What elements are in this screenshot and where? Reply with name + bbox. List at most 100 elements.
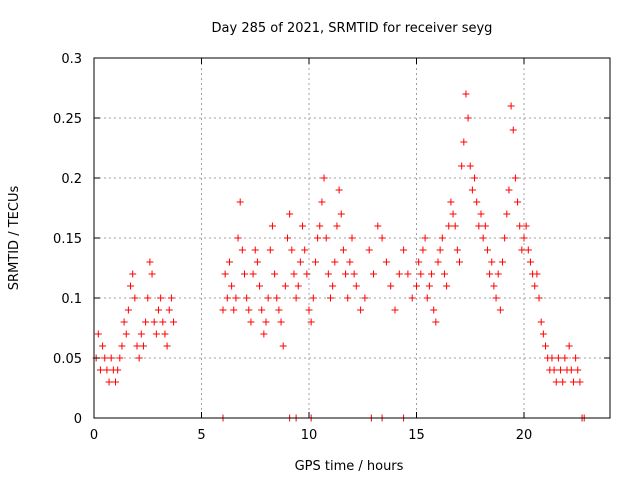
data-point [479,234,487,242]
data-point [309,294,317,302]
data-point [348,234,356,242]
data-point [378,234,386,242]
data-point [361,294,369,302]
data-point [253,258,261,266]
data-point [301,246,309,254]
data-point [163,342,171,350]
y-tick-label: 0 [74,412,82,427]
data-point [114,366,122,374]
data-point [318,198,326,206]
data-point [249,270,257,278]
data-point [518,246,526,254]
data-point [139,342,147,350]
data-point [483,246,491,254]
data-point [382,258,390,266]
data-point [148,270,156,278]
data-point [473,198,481,206]
data-point [522,222,530,230]
data-point [290,270,298,278]
data-points [93,91,588,422]
y-axis-ticks: 0 0.05 0.1 0.15 0.2 0.25 0.3 [53,52,610,427]
data-point [219,306,227,314]
data-point [395,270,403,278]
data-point [116,354,124,362]
data-point [335,186,343,194]
y-tick-label: 0.25 [53,112,82,127]
data-point [509,126,517,134]
data-point [258,306,266,314]
data-point [94,330,102,338]
data-point [165,306,173,314]
data-point [415,258,423,266]
data-point [460,138,468,146]
x-tick-label: 10 [301,428,318,443]
data-point [572,354,580,362]
data-point [554,354,562,362]
data-point [311,258,319,266]
data-point [284,234,291,242]
data-point [490,282,498,290]
data-point [339,246,347,254]
data-point [251,246,259,254]
data-point [526,258,534,266]
data-point [466,162,474,170]
data-point [408,294,416,302]
data-point [576,378,584,386]
data-point [296,258,304,266]
data-point [430,306,438,314]
data-point [243,294,251,302]
data-point [96,366,104,374]
data-point [464,114,472,122]
x-tick-label: 0 [90,428,98,443]
x-axis-ticks: 0 5 10 15 20 [90,58,532,443]
data-point [569,378,577,386]
data-point [101,354,109,362]
y-tick-label: 0.15 [53,232,82,247]
data-point [531,282,539,290]
data-point [238,246,246,254]
data-point [481,222,489,230]
y-axis-label: SRMTID / TECUs [7,186,22,291]
data-point [477,210,485,218]
data-point [161,330,169,338]
data-point [234,234,242,242]
data-point [228,282,236,290]
data-point [225,258,233,266]
data-point [357,306,365,314]
data-point [561,354,569,362]
data-point [294,282,302,290]
data-point [105,378,113,386]
data-point [352,282,360,290]
data-point [445,222,453,230]
data-point [548,354,556,362]
data-point [370,270,377,278]
data-point [223,294,231,302]
data-point [264,294,272,302]
data-point [262,318,270,326]
data-point [494,270,502,278]
data-point [230,306,238,314]
data-point [488,258,496,266]
data-point [423,294,431,302]
data-point [275,306,283,314]
data-point [542,342,549,350]
data-point [292,294,300,302]
data-point [277,318,285,326]
data-point [122,330,130,338]
data-point [468,186,476,194]
data-point [404,270,412,278]
data-point [505,186,513,194]
data-point [236,198,244,206]
data-point [365,246,373,254]
data-point [350,270,358,278]
data-point [475,222,483,230]
data-point [559,378,567,386]
data-point [557,366,565,374]
y-tick-label: 0.1 [61,292,82,307]
x-axis-label: GPS time / hours [295,459,404,474]
data-point [421,234,429,242]
data-point [144,294,152,302]
data-point [428,270,436,278]
